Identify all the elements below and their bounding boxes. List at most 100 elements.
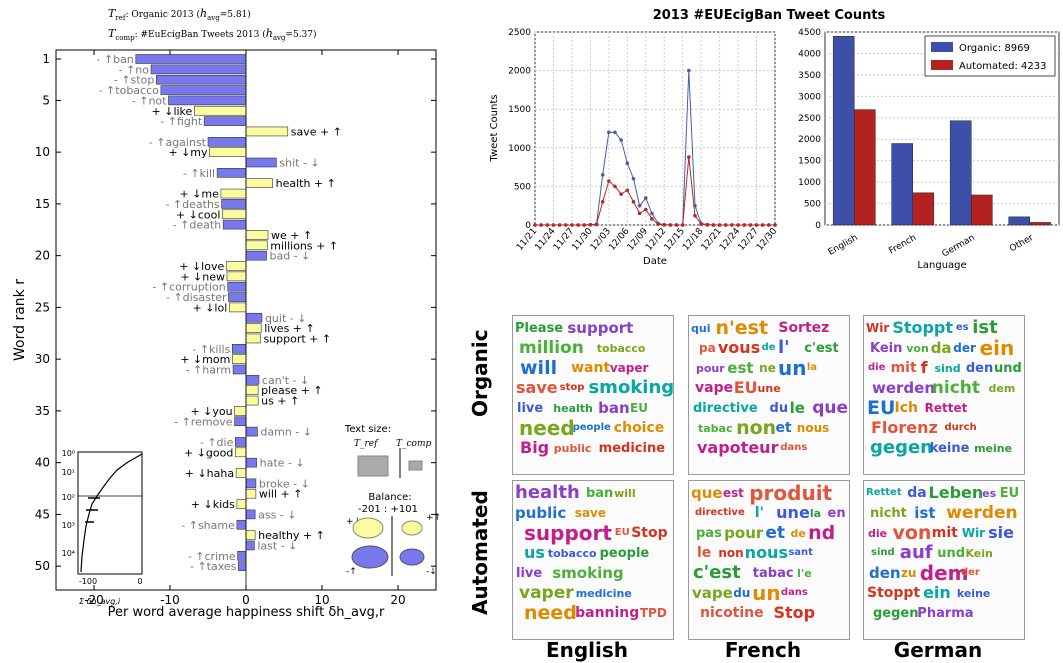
word-cloud-word: ist (914, 503, 936, 522)
word-cloud-word: support (567, 318, 634, 337)
line-point (717, 223, 722, 227)
tweet-counts-charts: 0500100015002000250011/2111/2411/2711/30… (489, 28, 1060, 271)
word-cloud-word: es (955, 322, 969, 333)
word-cloud-word: nous (744, 543, 788, 562)
shift-bar-label: + ↓cool (176, 208, 221, 221)
line-point (748, 223, 753, 227)
line-point (674, 223, 679, 227)
line-point (625, 161, 630, 166)
shift-bar-label: - ↑die (200, 436, 234, 449)
shift-ylabel: Word rank r (12, 279, 28, 361)
word-cloud-word: da (907, 485, 927, 501)
line-point (600, 173, 605, 177)
shift-bar-label: + ↓me (179, 188, 219, 201)
line-point (736, 223, 740, 227)
shift-bar-label: quit - ↓ (265, 312, 307, 325)
shift-bar (245, 323, 262, 333)
balance-plus-down: -↓ (426, 567, 437, 577)
word-cloud-word: Rettet (924, 401, 968, 415)
word-cloud-word: Wir (866, 321, 890, 335)
shift-bar (222, 209, 247, 220)
bar-legend-swatch (931, 60, 953, 70)
bar-legend-label: Organic: 8969 (959, 43, 1030, 54)
word-cloud-word: non (736, 416, 777, 439)
shift-bar-label: - ↑harm (186, 364, 231, 377)
shift-bar (234, 406, 247, 416)
shift-bar-label: lives + ↑ (264, 322, 315, 335)
word-cloud-word: tobacco (596, 341, 646, 355)
line-point (730, 223, 734, 227)
shift-ytick-label: 45 (35, 507, 50, 521)
word-cloud-word: tabac (752, 565, 794, 581)
tweet-counts-title: 2013 #EUEcigBan Tweet Counts (652, 8, 886, 23)
shift-bar-label: bad - ↓ (270, 250, 311, 263)
shift-bar (228, 292, 247, 302)
balance-yellow-left (352, 517, 384, 539)
shift-xtick-label: -20 (84, 593, 104, 607)
word-cloud-word: dem (919, 561, 969, 585)
word-cloud-word: und (994, 360, 1022, 376)
line-point (637, 211, 642, 216)
line-point (631, 176, 636, 181)
shift-bar (245, 478, 257, 489)
shift-bar-label: we + ↑ (271, 229, 312, 242)
word-cloud-word: banning (575, 605, 640, 621)
word-cloud-word: en (827, 505, 846, 521)
line-point (662, 223, 667, 227)
shift-ytick-label: 10 (35, 145, 50, 159)
word-cloud-word: nous (796, 421, 830, 435)
line-point (668, 223, 673, 227)
line-ytick-label: 500 (514, 182, 531, 192)
shift-bar (245, 385, 259, 396)
word-cloud-word: werden (946, 502, 1018, 523)
word-cloud-word: da (930, 338, 952, 357)
word-cloud-word: sie (988, 523, 1015, 542)
word-cloud-word: directive (693, 400, 758, 416)
line-point (687, 155, 691, 159)
word-cloud-word: den (869, 563, 901, 582)
shift-bar-label: please + ↑ (261, 384, 322, 397)
shift-bar (236, 499, 247, 509)
inset-xtick-label: 0 (137, 577, 142, 586)
word-clouds-panel: Organic Automated Please support million to… (468, 305, 1063, 662)
balance-title: Balance: (368, 492, 411, 503)
word-cloud-word: ein (923, 583, 951, 602)
shift-bar-label: + ↓like (152, 105, 193, 118)
word-cloud-word: support (524, 521, 612, 545)
word-cloud-word: Stop (631, 525, 668, 541)
balance-values: -201 : +101 (358, 504, 418, 515)
shift-bar (194, 105, 247, 116)
word-cloud-word: du (769, 400, 789, 416)
word-cloud-word: und (937, 545, 966, 561)
shift-xtick-label: 10 (314, 593, 329, 607)
tweet-counts-panel: 2013 #EUEcigBan Tweet Counts 0 500 1000 150… (475, 0, 1063, 285)
line-point (680, 223, 685, 227)
bar-ytick-label: 2500 (798, 114, 821, 124)
shift-bar-label: + ↓my (168, 146, 208, 159)
word-cloud-word: vapoteur (697, 438, 779, 457)
word-cloud-word: stop (559, 382, 585, 393)
language-bar (832, 36, 855, 226)
line-point (563, 223, 568, 227)
line-point (619, 138, 623, 142)
word-cloud-word: EU (614, 527, 630, 538)
line-point (551, 223, 556, 227)
word-cloud-word: Leben (928, 483, 984, 502)
line-point (767, 223, 771, 227)
shift-bar-label: - ↑shame (181, 519, 235, 532)
shift-xtick-label: 0 (242, 593, 250, 607)
word-cloud-word: million (519, 337, 584, 358)
word-cloud-word: smoking (588, 377, 674, 398)
word-cloud-word: Kein (965, 546, 993, 560)
word-cloud-word: von (906, 341, 929, 355)
shift-bar-label: broke - ↓ (259, 477, 310, 490)
balance-purple-right (399, 548, 425, 566)
line-point (637, 203, 642, 208)
line-ytick-label: 2000 (508, 67, 531, 77)
word-cloud-word: nd (808, 521, 836, 544)
line-point (539, 223, 543, 227)
word-cloud-word: est (727, 358, 754, 377)
shift-bar (237, 550, 247, 561)
line-point (650, 211, 654, 216)
word-cloud-word: la (809, 506, 822, 520)
